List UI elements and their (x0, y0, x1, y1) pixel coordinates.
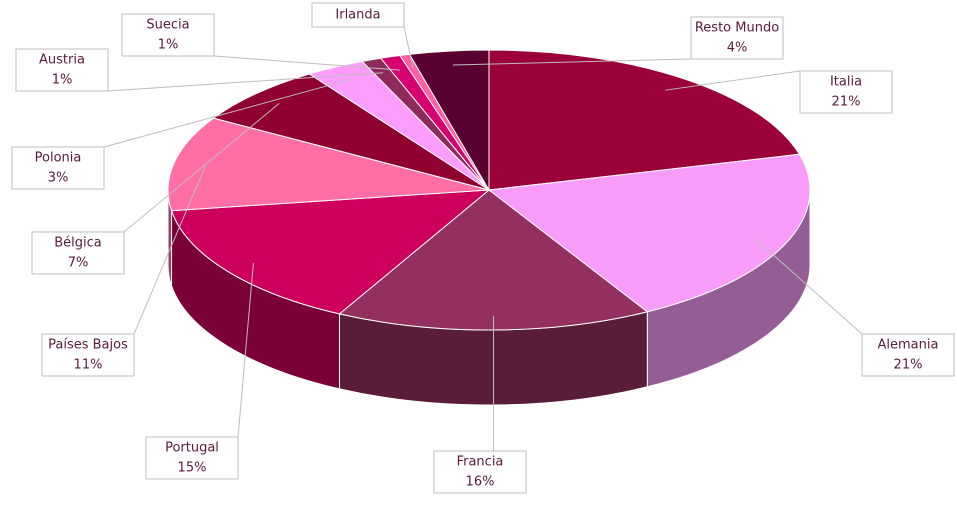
pie-slice (167, 117, 490, 212)
pie-slice (487, 153, 811, 313)
data-label-name: Portugal (165, 441, 219, 456)
leader-line (403, 26, 414, 69)
data-label-name: Italia (830, 75, 862, 90)
leader-line (665, 70, 801, 91)
data-label-name: Irlanda (335, 8, 380, 23)
data-label-value: 7% (68, 256, 89, 271)
label-box (311, 2, 405, 28)
data-label-name: Polonia (35, 151, 82, 166)
data-label-value: 3% (48, 171, 69, 186)
data-label-value: 11% (74, 358, 103, 373)
label-box (433, 450, 527, 494)
data-label-value: 16% (466, 475, 495, 490)
leader-line (107, 72, 384, 92)
leader-line (103, 78, 351, 148)
data-label-name: Suecia (146, 18, 189, 33)
data-label-name: Austria (39, 53, 85, 68)
label-box (11, 146, 105, 190)
pie-slice (338, 189, 649, 331)
leader-line (213, 55, 401, 71)
data-label-value: 4% (727, 41, 748, 56)
label-box (41, 333, 135, 377)
label-box (145, 436, 239, 480)
leader-line (237, 262, 254, 438)
data-label-value: 15% (178, 461, 207, 476)
label-box (15, 48, 109, 92)
data-label-value: 1% (158, 38, 179, 53)
leader-line (133, 165, 207, 335)
label-box (31, 231, 125, 275)
data-label-value: 1% (52, 73, 73, 88)
data-label-name: Países Bajos (48, 338, 128, 353)
data-label-name: Resto Mundo (695, 21, 779, 36)
data-label-name: Bélgica (54, 236, 102, 251)
label-box (799, 70, 893, 114)
leader-line (452, 58, 692, 66)
data-label-value: 21% (832, 95, 861, 110)
pie-slice (170, 189, 491, 315)
data-label-value: 21% (894, 358, 923, 373)
pie-slice (488, 49, 801, 191)
label-box (690, 16, 784, 60)
label-box (121, 13, 215, 57)
data-label-name: Francia (457, 455, 504, 470)
leader-line (754, 238, 863, 335)
data-label-name: Alemania (878, 338, 939, 353)
leader-line (123, 102, 280, 233)
label-box (861, 333, 955, 377)
